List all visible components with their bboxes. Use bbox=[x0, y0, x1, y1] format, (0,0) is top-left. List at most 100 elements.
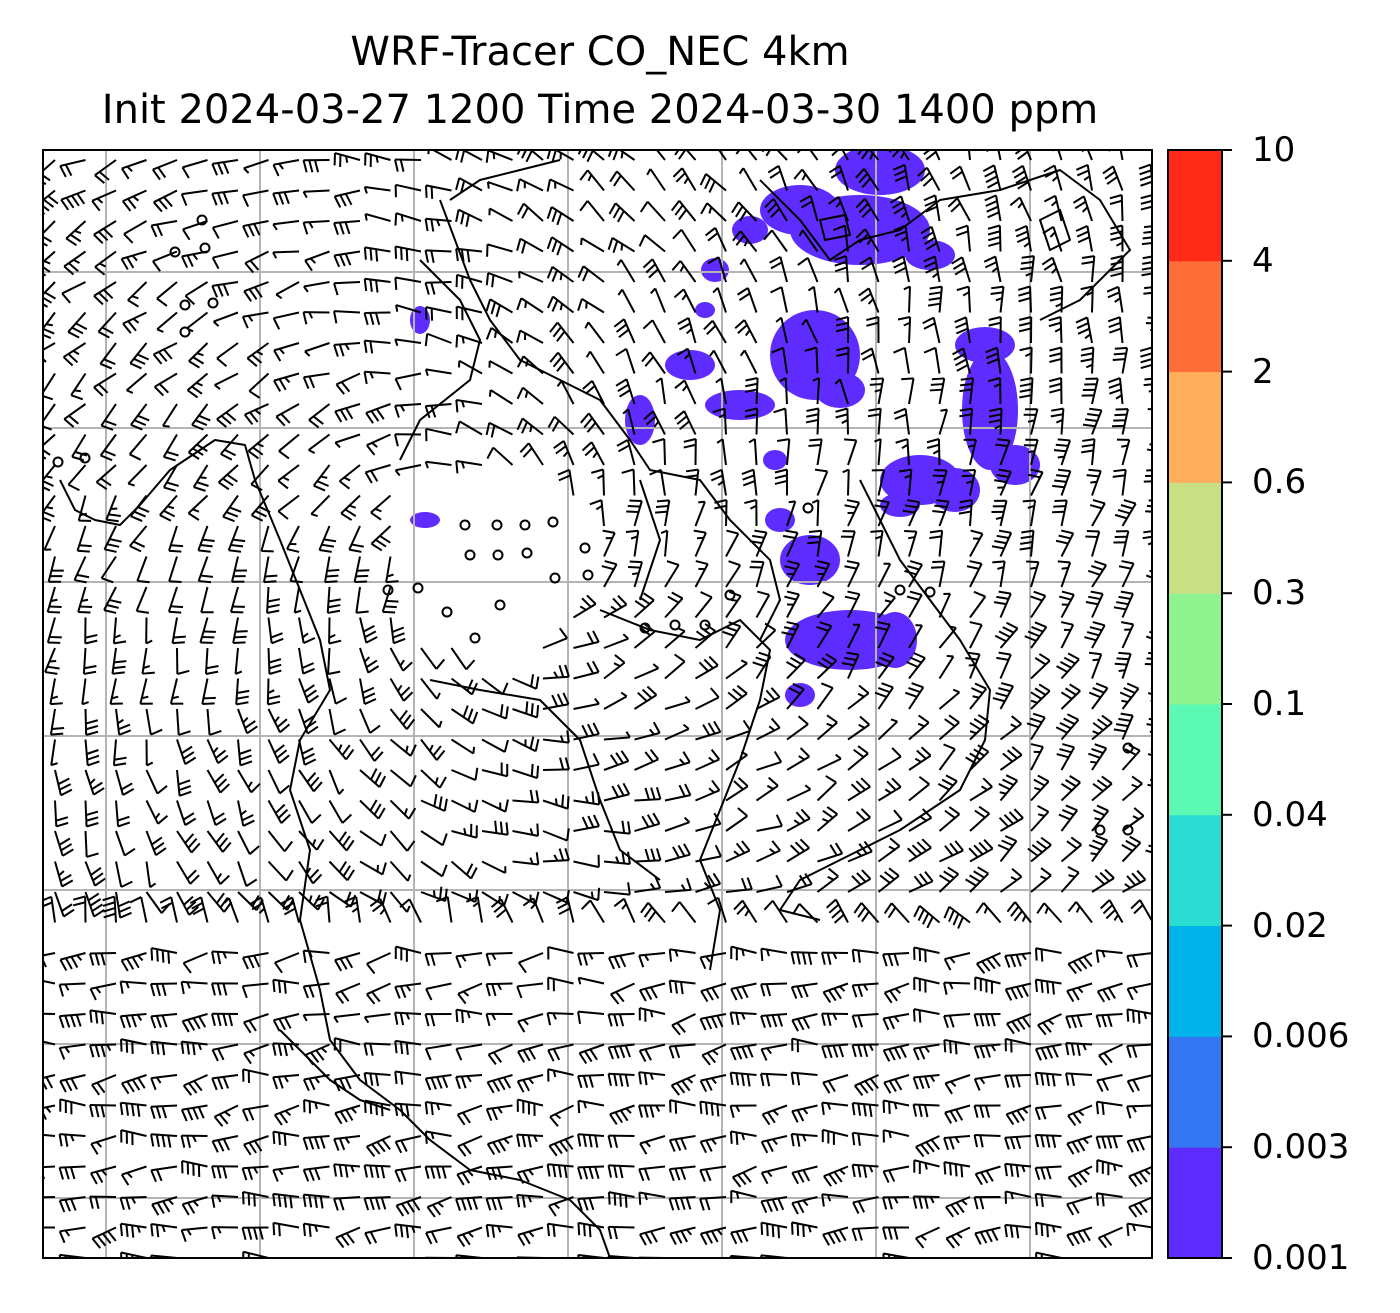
wind-barb bbox=[786, 873, 813, 893]
wind-barb bbox=[591, 468, 605, 496]
wind-barb bbox=[603, 691, 628, 710]
wind-barb bbox=[814, 468, 829, 496]
wind-barb bbox=[652, 438, 666, 466]
wind-barb bbox=[641, 150, 666, 161]
wind-barb bbox=[699, 952, 727, 970]
wind-barb bbox=[944, 1074, 971, 1095]
wind-barb bbox=[627, 560, 643, 588]
wind-barb bbox=[364, 464, 391, 484]
wind-barb bbox=[327, 647, 341, 675]
wind-barb bbox=[725, 719, 752, 741]
wind-barb bbox=[573, 887, 601, 902]
wind-barb bbox=[1085, 1257, 1092, 1258]
wind-barb bbox=[816, 653, 838, 680]
wind-barb bbox=[834, 255, 849, 283]
wind-barb bbox=[737, 287, 758, 313]
calm-wind-marker bbox=[547, 516, 559, 528]
wind-barb bbox=[455, 398, 483, 413]
wind-barb bbox=[929, 529, 944, 557]
wind-barb bbox=[893, 407, 910, 435]
wind-barb bbox=[615, 378, 636, 405]
wind-barb bbox=[553, 440, 575, 466]
wind-barb bbox=[485, 1223, 513, 1238]
wind-barb bbox=[105, 1257, 116, 1258]
wind-barb bbox=[234, 647, 243, 675]
wind-barb bbox=[801, 318, 819, 344]
wind-barb bbox=[328, 800, 353, 824]
wind-barb bbox=[204, 647, 219, 675]
wind-barb bbox=[43, 525, 56, 551]
wind-barb bbox=[1146, 712, 1152, 733]
wind-barb bbox=[315, 895, 331, 923]
wind-barb bbox=[424, 403, 452, 419]
wind-barb bbox=[870, 529, 884, 557]
wind-barb bbox=[100, 403, 117, 431]
wind-barb bbox=[363, 311, 391, 326]
wind-barb bbox=[435, 895, 453, 923]
wind-barb bbox=[999, 715, 1022, 741]
wind-barb bbox=[243, 159, 269, 174]
wind-barb bbox=[89, 982, 117, 1001]
wind-barb bbox=[816, 591, 835, 619]
calm-wind-marker bbox=[519, 519, 531, 531]
wind-barb bbox=[882, 1226, 910, 1240]
wind-barb bbox=[882, 1129, 910, 1143]
wind-barb bbox=[77, 495, 92, 522]
wind-barb bbox=[664, 695, 691, 710]
wind-barb bbox=[424, 1013, 452, 1027]
wind-barb bbox=[302, 189, 330, 199]
wind-barb bbox=[420, 830, 448, 847]
wind-barb bbox=[267, 617, 284, 645]
wind-barb bbox=[734, 319, 758, 344]
wind-barb bbox=[43, 189, 59, 216]
wind-barb bbox=[333, 1013, 361, 1024]
wind-barb bbox=[129, 525, 148, 553]
wind-barb bbox=[1095, 1100, 1123, 1116]
wind-barb bbox=[211, 950, 239, 965]
wind-barb bbox=[841, 651, 860, 679]
wind-barb bbox=[1030, 867, 1052, 893]
wind-barb bbox=[546, 1222, 574, 1237]
wind-barb bbox=[816, 775, 837, 802]
wind-barb bbox=[548, 1135, 574, 1157]
wind-barb bbox=[54, 830, 74, 857]
wind-barb bbox=[481, 762, 509, 778]
wind-barb bbox=[938, 688, 961, 710]
wind-barb bbox=[603, 654, 626, 680]
wind-barb bbox=[1066, 1196, 1093, 1216]
wind-barb bbox=[249, 896, 270, 923]
wind-barb bbox=[1019, 529, 1035, 557]
wind-barb bbox=[607, 237, 636, 253]
wind-barb bbox=[399, 898, 422, 923]
wind-barb bbox=[729, 1043, 757, 1061]
wind-barb bbox=[272, 250, 300, 259]
wind-barb bbox=[67, 311, 88, 339]
wind-barb bbox=[1026, 560, 1040, 588]
wind-barb bbox=[547, 295, 575, 314]
wind-barb bbox=[275, 281, 300, 300]
wind-barb bbox=[333, 1074, 361, 1092]
wind-barb bbox=[974, 1226, 1001, 1245]
wind-barb bbox=[186, 311, 209, 333]
wind-barb bbox=[60, 189, 86, 211]
wind-barb bbox=[877, 718, 898, 741]
wind-barb bbox=[638, 982, 666, 1002]
wind-barb bbox=[243, 281, 269, 302]
wind-barb bbox=[59, 952, 86, 971]
wind-barb bbox=[671, 901, 697, 924]
wind-barb bbox=[145, 769, 168, 795]
wind-barb bbox=[664, 560, 680, 588]
wind-barb bbox=[237, 800, 255, 827]
wind-barb bbox=[577, 1221, 605, 1238]
wind-barb bbox=[214, 372, 239, 390]
calm-wind-marker bbox=[582, 569, 594, 581]
wind-barb bbox=[638, 952, 666, 968]
wind-barb bbox=[908, 624, 923, 649]
wind-barb bbox=[1106, 285, 1124, 313]
wind-barb bbox=[546, 206, 575, 226]
wind-barb bbox=[456, 1165, 483, 1186]
wind-barb bbox=[455, 420, 483, 436]
calm-wind-marker bbox=[179, 326, 191, 338]
wind-barb bbox=[58, 1226, 86, 1244]
wind-barb bbox=[638, 1256, 666, 1258]
